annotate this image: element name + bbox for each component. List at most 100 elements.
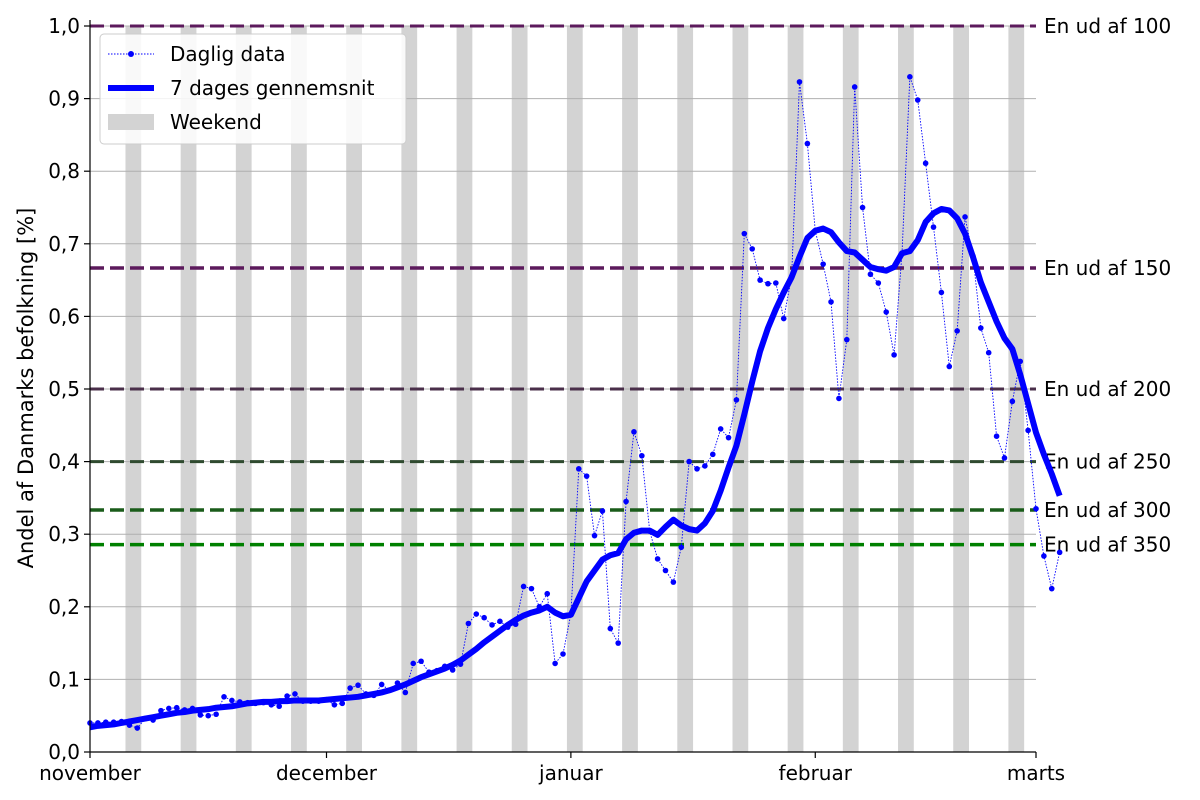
daily-data-point [859,204,866,211]
reference-line-label: En ud af 150 [1044,256,1171,280]
series-7-dages-gennemsnit [89,205,1063,731]
daily-data-point [544,590,551,597]
reference-line-label: En ud af 350 [1044,533,1171,557]
daily-data-point [741,230,748,237]
y-tick-label: 0,9 [48,87,80,111]
y-tick-label: 0,2 [48,595,80,619]
daily-data-point [733,397,740,403]
daily-data-point [654,556,661,562]
daily-data-point [985,349,992,356]
daily-data-point [1048,585,1055,592]
daily-data-point [962,214,968,220]
daily-data-point [954,328,960,334]
x-tick-label: november [39,761,142,785]
daily-data-point [631,429,637,435]
daily-data-point [197,712,204,718]
legend-label: Daglig data [170,42,286,66]
daily-data-point [1001,455,1008,461]
x-tick-label: januar [538,761,603,785]
daily-data-point [607,625,614,632]
daily-data-point [765,280,771,287]
daily-data-point [292,691,298,697]
daily-data-point [1033,505,1039,512]
daily-data-point [1056,549,1063,556]
daily-data-point [583,473,590,479]
daily-data-point [489,622,495,628]
daily-data-point [993,433,1000,439]
daily-data-point [591,532,598,539]
daily-data-point [1025,427,1031,434]
daily-data-point [276,703,283,710]
daily-data-point [284,693,290,699]
daily-data-point [418,658,424,665]
daily-data-point [599,508,606,514]
daily-data-point [678,544,685,551]
daily-data-point [575,466,582,472]
daily-data-point [339,700,346,707]
reference-lines: En ud af 100 En ud af 150 En ud af 200 En u… [90,14,1171,557]
daily-data-point [166,705,172,712]
daily-data-point [938,289,945,296]
daily-data-point [867,271,874,278]
y-tick-label: 0,6 [48,304,80,328]
daily-data-point [615,640,621,646]
daily-data-point [1009,398,1016,405]
daily-data-point [662,567,669,574]
daily-data-point [875,280,882,286]
y-tick-label: 0,5 [48,377,80,401]
daily-data-point [930,224,937,230]
daily-data-point [694,466,700,472]
daily-data-point [670,579,677,585]
daily-data-point [796,79,803,85]
daily-data-point [717,426,724,432]
y-tick-label: 0,1 [48,667,80,691]
daily-data-point [702,463,708,469]
daily-data-point [347,685,353,691]
daily-data-point [410,660,417,667]
reference-line-label: En ud af 100 [1044,14,1171,38]
daily-data-point [914,97,921,103]
daily-data-point [757,277,763,283]
daily-data-point [851,84,858,90]
x-tick-label: marts [1007,761,1065,785]
daily-data-point [213,711,219,718]
daily-data-point [229,697,235,704]
y-tick-label: 0,0 [48,740,80,764]
daily-data-point [907,74,913,80]
tick-labels: 0,0 0,1 0,2 0,3 0,4 0,5 0,6 0,7 0,8 0,9 1,0 novembe… [39,14,1065,785]
legend-label: Weekend [170,110,262,134]
daily-data-point [473,611,480,617]
daily-data-point [820,261,826,267]
daily-data-point [205,712,212,719]
daily-data-point [686,458,692,465]
daily-data-point [331,702,338,708]
daily-data-point [891,352,897,358]
y-tick-label: 0,7 [48,232,80,256]
daily-data-point [946,363,953,370]
daily-data-point [465,620,472,627]
y-tick-label: 0,3 [48,522,80,546]
legend-label: 7 dages gennemsnit [170,76,375,100]
daily-data-point [378,681,385,688]
daily-data-point [173,704,180,711]
x-tick-label: februar [779,761,853,785]
daily-data-point [804,140,811,147]
y-tick-label: 1,0 [48,14,80,38]
daily-data-point [134,725,141,731]
daily-data-point [520,583,527,590]
legend-box [99,33,407,145]
daily-data-point [552,660,558,667]
axes [89,20,1036,753]
daily-data-point [402,689,409,696]
legend-marker-daily [128,51,134,57]
daily-data-point [481,614,487,621]
daily-data-point [560,651,566,657]
daily-data-point [639,452,645,459]
y-tick-label: 0,4 [48,450,80,474]
x-tick-label: december [276,761,378,785]
reference-line-label: En ud af 250 [1044,450,1171,474]
daily-data-point [844,336,850,343]
daily-data-point [528,585,535,592]
daily-data-point [725,434,732,441]
